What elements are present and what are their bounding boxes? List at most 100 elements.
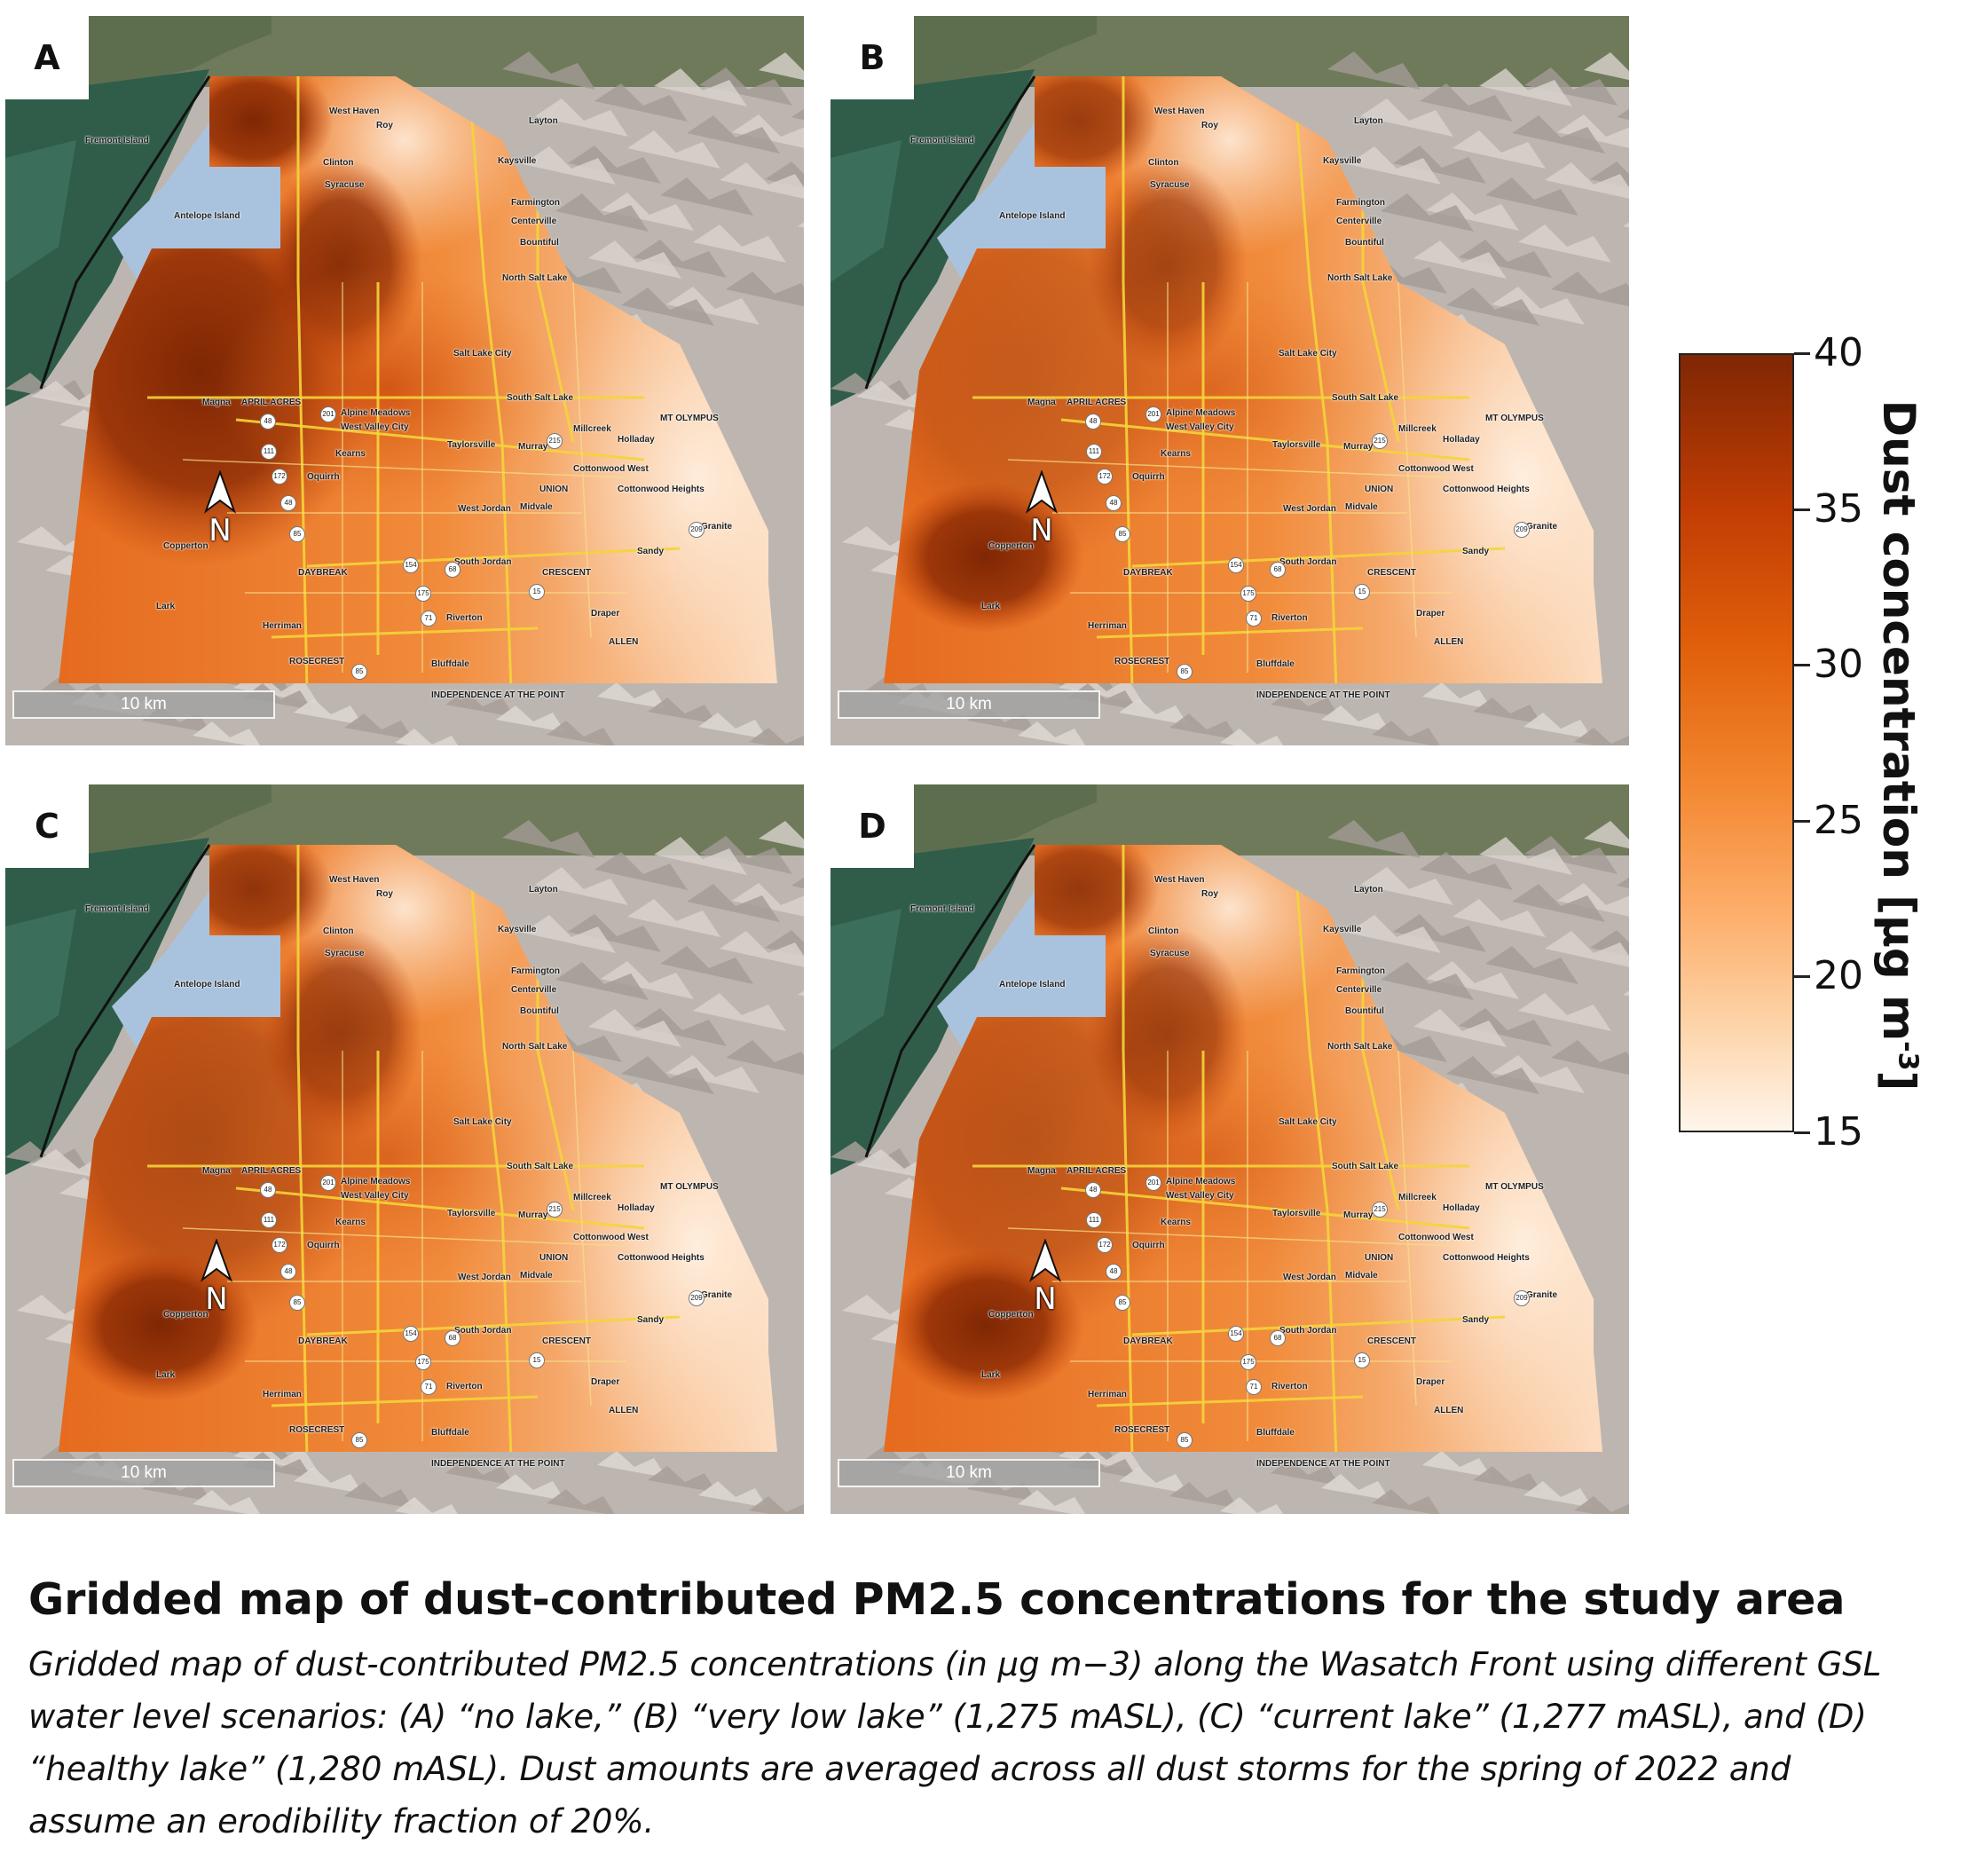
place-label: Taylorsville: [1272, 440, 1321, 450]
place-label: West Valley City: [1166, 422, 1234, 432]
place-label: South Salt Lake: [507, 393, 574, 403]
caption-body: Gridded map of dust-contributed PM2.5 co…: [28, 1645, 1882, 1841]
route-shield-icon: 154: [403, 1326, 419, 1342]
north-arrow: N: [1024, 469, 1059, 550]
scale-bar: 10 km: [12, 690, 275, 719]
route-shield-icon: 215: [1372, 433, 1388, 449]
place-label: Draper: [591, 609, 620, 619]
scale-bar-label: 10 km: [946, 695, 992, 713]
place-label: Bountiful: [1345, 238, 1384, 248]
place-label: APRIL ACRES: [1067, 398, 1127, 407]
place-label: Granite: [1526, 1290, 1558, 1300]
place-label: Riverton: [1271, 613, 1308, 623]
place-label: Centerville: [511, 985, 557, 995]
place-label: Salt Lake City: [453, 1117, 512, 1127]
place-label: Syracuse: [1150, 949, 1190, 958]
place-label: ROSECREST: [289, 657, 345, 666]
route-shield-icon: 68: [445, 562, 461, 578]
route-shield-icon: 172: [1097, 1237, 1113, 1253]
place-label: INDEPENDENCE AT THE POINT: [1256, 1459, 1390, 1469]
route-shield-icon: 215: [547, 1202, 563, 1218]
place-label: MT OLYMPUS: [660, 1182, 719, 1192]
place-label: Magna: [1027, 398, 1056, 407]
place-label: Fremont Island: [85, 904, 149, 914]
north-arrow: N: [202, 469, 238, 550]
place-label: UNION: [539, 485, 569, 494]
place-label: INDEPENDENCE AT THE POINT: [431, 1459, 565, 1469]
place-label: Antelope Island: [999, 980, 1066, 989]
colorbar-tick-label: 20: [1814, 953, 1863, 999]
place-label: Bluffdale: [1256, 1428, 1295, 1438]
place-label: Copperton: [988, 1310, 1034, 1320]
place-label: Syracuse: [1150, 180, 1190, 190]
colorbar-label: Dust concentration [μg m-3]: [1873, 399, 1925, 1092]
route-shield-icon: 111: [261, 444, 277, 460]
place-label: Salt Lake City: [453, 349, 512, 359]
route-shield-icon: 71: [1246, 611, 1262, 627]
place-label: Cottonwood Heights: [1443, 1253, 1530, 1263]
route-shield-icon: 175: [415, 586, 431, 602]
place-label: Herriman: [263, 621, 302, 631]
place-label: Bluffdale: [1256, 659, 1295, 669]
place-label: West Valley City: [1166, 1191, 1234, 1201]
place-label: ALLEN: [1434, 1406, 1464, 1415]
place-label: North Salt Lake: [1327, 1042, 1393, 1052]
place-label: Kearns: [335, 1218, 366, 1227]
route-shield-icon: 15: [529, 584, 545, 600]
place-label: CRESCENT: [542, 1336, 592, 1346]
place-label: Oquirrh: [307, 472, 340, 482]
place-label: North Salt Lake: [502, 1042, 568, 1052]
place-label: West Jordan: [1283, 504, 1336, 514]
north-arrow-icon: [1028, 1238, 1062, 1282]
place-label: UNION: [539, 1253, 569, 1263]
place-label: Herriman: [1088, 621, 1127, 631]
place-label: Kaysville: [498, 156, 537, 166]
colorbar-tick: [1794, 819, 1810, 823]
route-shield-icon: 71: [421, 611, 437, 627]
place-label: ROSECREST: [1114, 657, 1170, 666]
place-label: Magna: [202, 398, 231, 407]
place-label: Antelope Island: [999, 211, 1066, 221]
place-label: North Salt Lake: [502, 273, 568, 283]
place-label: Centerville: [1336, 217, 1382, 226]
route-shield-icon: 48: [1085, 414, 1101, 430]
place-label: Alpine Meadows: [1166, 408, 1236, 418]
colorbar: 40 35 30 25 20 15: [1679, 334, 1863, 1152]
place-label: West Jordan: [458, 1273, 511, 1282]
scale-bar-rect: [838, 690, 1100, 719]
route-shield-icon: 201: [320, 406, 336, 422]
place-label: South Jordan: [454, 557, 512, 567]
caption-title: Gridded map of dust-contributed PM2.5 co…: [28, 1574, 1846, 1625]
place-label: Fremont Island: [910, 136, 974, 146]
place-label: South Salt Lake: [1332, 1162, 1399, 1171]
map-panel-d: D Magna APRIL ACRES Alpine Meadows West Vall…: [831, 784, 1629, 1514]
place-label: Syracuse: [325, 180, 365, 190]
place-label: Magna: [1027, 1166, 1056, 1176]
place-label: Granite: [1526, 522, 1558, 532]
place-label: Clinton: [1148, 158, 1179, 168]
place-label: Syracuse: [325, 949, 365, 958]
place-label: Antelope Island: [174, 980, 240, 989]
place-label: West Valley City: [341, 422, 409, 432]
place-label: Farmington: [511, 966, 560, 976]
place-label: West Haven: [1154, 106, 1205, 116]
place-label: Kearns: [335, 449, 366, 459]
place-label: Millcreek: [1398, 1193, 1437, 1202]
place-label: Murray: [1343, 442, 1374, 452]
place-label: DAYBREAK: [1123, 1336, 1173, 1346]
route-shield-icon: 85: [351, 664, 367, 680]
place-label: Midvale: [520, 502, 553, 512]
north-label: N: [1030, 513, 1053, 548]
north-arrow-icon: [203, 469, 237, 514]
place-label: Taylorsville: [447, 1209, 496, 1218]
place-label: South Salt Lake: [507, 1162, 574, 1171]
place-label: Roy: [1201, 121, 1218, 130]
route-shield-icon: 209: [1514, 1290, 1530, 1306]
place-label: Draper: [1416, 1377, 1445, 1387]
north-label: N: [1034, 1281, 1057, 1317]
place-label: Fremont Island: [910, 904, 974, 914]
place-label: Midvale: [1345, 1271, 1378, 1281]
colorbar-tick: [1794, 664, 1810, 667]
scale-bar-label: 10 km: [946, 1463, 992, 1482]
place-label: Centerville: [1336, 985, 1382, 995]
